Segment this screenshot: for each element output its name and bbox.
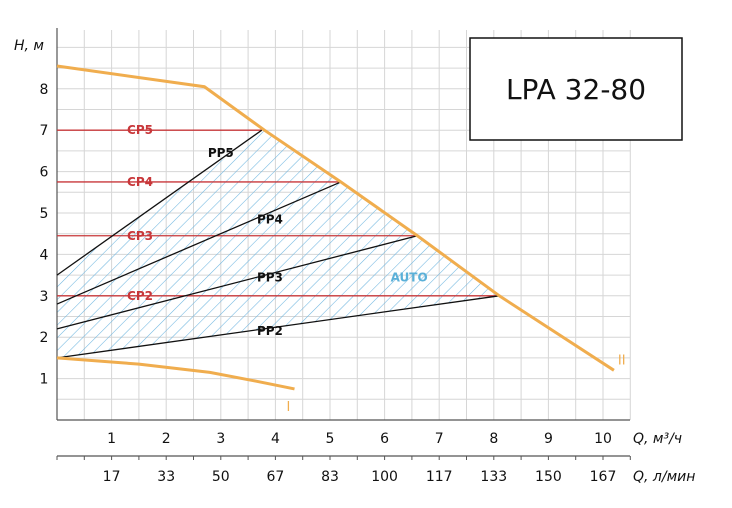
pp-line-pp5 <box>56 129 263 276</box>
curve-i <box>56 356 295 391</box>
y-tick-label: 3 <box>40 289 49 305</box>
y-axis-label: H, м <box>14 38 44 54</box>
x2-tick-label: 83 <box>321 469 339 485</box>
cp-label-cp5: CP5 <box>127 123 153 137</box>
x-tick-label: 5 <box>326 431 335 447</box>
x2-axis-label: Q, л/мин <box>633 469 695 485</box>
x-tick-label: 2 <box>162 431 171 447</box>
y-tick-label: 1 <box>40 372 49 388</box>
x2-tick-label: 17 <box>103 469 121 485</box>
pp-label-pp4: PP4 <box>257 212 283 226</box>
curve-ii <box>56 64 615 372</box>
x2-tick-label: 100 <box>371 469 398 485</box>
x2-tick-label: 67 <box>266 469 284 485</box>
y-tick-label: 5 <box>40 206 49 222</box>
cp-label-cp4: CP4 <box>127 175 153 189</box>
x2-tick-label: 133 <box>480 469 507 485</box>
x-tick-label: 7 <box>435 431 444 447</box>
x-tick-label: 3 <box>216 431 225 447</box>
model-title: LPA 32-80 <box>506 73 646 106</box>
auto-label: AUTO <box>391 270 428 284</box>
pp-lines: PP5 PP4 PP3 PP2 <box>56 129 500 359</box>
y-tick-label: 2 <box>40 330 49 346</box>
y-tick-label: 8 <box>40 82 49 98</box>
curve-i-label: I <box>287 400 291 415</box>
x2-tick-label: 150 <box>535 469 562 485</box>
pp-line-pp4 <box>56 181 342 305</box>
y-tick-label: 7 <box>40 123 49 139</box>
cp-label-cp2: CP2 <box>127 289 153 303</box>
pp-label-pp2: PP2 <box>257 324 283 338</box>
x2-tick-label: 33 <box>157 469 175 485</box>
x2-tick-label: 117 <box>426 469 453 485</box>
x2-tick-label: 50 <box>212 469 230 485</box>
x-tick-label: 4 <box>271 431 280 447</box>
pp-line-pp2 <box>56 295 500 359</box>
y-tick-label: 4 <box>40 247 49 263</box>
pp-line-pp3 <box>56 235 418 330</box>
x-tick-label: 1 <box>107 431 116 447</box>
pp-label-pp5: PP5 <box>208 146 234 160</box>
x-axis-label: Q, м³/ч <box>633 431 682 447</box>
cp-lines: CP5 CP4 CP3 CP2 <box>57 123 500 303</box>
curve-ii-label: II <box>618 353 626 368</box>
x-tick-label: 10 <box>594 431 612 447</box>
x-tick-label: 9 <box>544 431 553 447</box>
cp-label-cp3: CP3 <box>127 229 153 243</box>
pp-label-pp3: PP3 <box>257 270 283 284</box>
x-tick-label: 8 <box>489 431 498 447</box>
model-box <box>469 37 683 141</box>
y-tick-label: 6 <box>40 165 49 181</box>
x-tick-label: 6 <box>380 431 389 447</box>
x2-tick-label: 167 <box>590 469 617 485</box>
